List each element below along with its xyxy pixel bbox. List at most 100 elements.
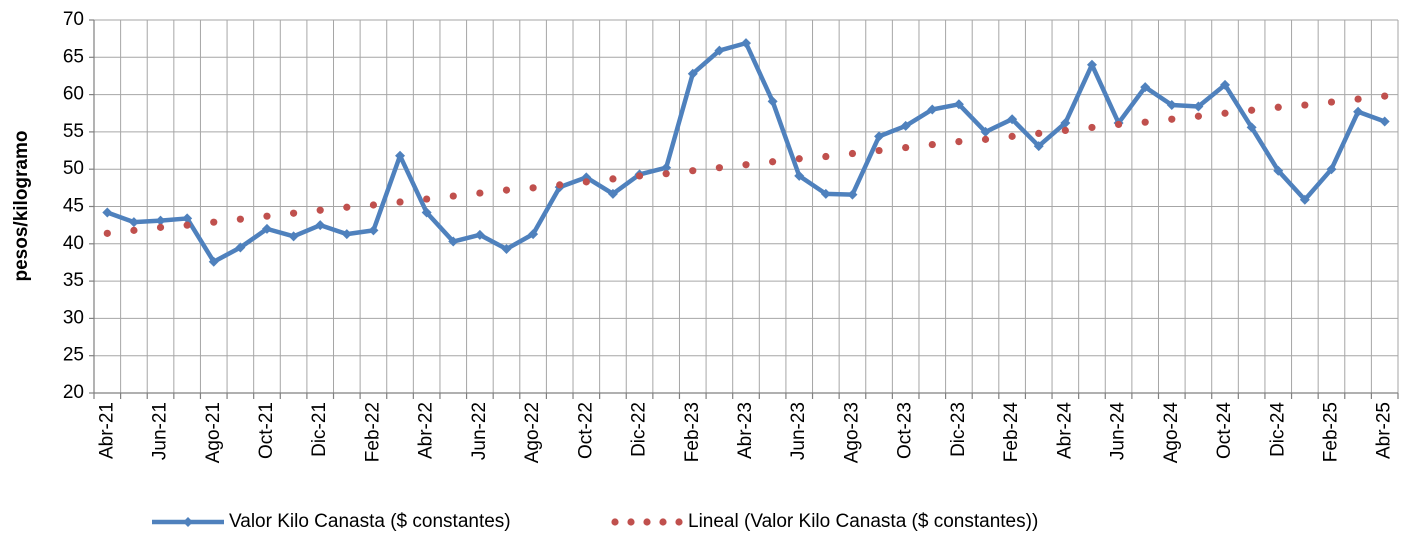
y-tick-label: 30 (63, 307, 84, 328)
point-marker (315, 220, 326, 231)
x-tick-label: Feb-24 (1001, 402, 1022, 463)
point-marker (741, 38, 751, 49)
x-tick-label: Dic-24 (1267, 402, 1288, 457)
trend-dot (529, 184, 537, 192)
trend-dot (955, 137, 963, 146)
trend-dot (502, 186, 511, 194)
trend-dot (795, 155, 803, 163)
point-marker (102, 207, 113, 218)
point-marker (261, 223, 272, 234)
x-tick-label: Abr-23 (735, 402, 756, 459)
point-marker (155, 215, 166, 226)
legend-marker (643, 518, 651, 526)
x-tick-label: Ago-24 (1161, 402, 1182, 464)
trend-dot (1008, 132, 1016, 140)
trend-dot (928, 140, 936, 149)
trend-dot (1088, 123, 1096, 132)
x-tick-label: Jun-24 (1108, 402, 1129, 461)
trend-dot (1301, 101, 1309, 109)
trend-dot (635, 172, 644, 180)
legend-marker (675, 518, 683, 526)
trend-dot (981, 135, 990, 143)
trend-dot (343, 203, 351, 211)
y-tick-label: 50 (63, 158, 84, 179)
trend-dot (236, 215, 244, 223)
trend-dot (689, 167, 697, 175)
point-marker (1220, 79, 1231, 90)
y-tick-label: 70 (63, 9, 84, 30)
point-marker (1299, 194, 1310, 205)
y-tick-label: 20 (63, 382, 84, 403)
y-tick-label: 45 (63, 196, 84, 217)
point-marker (368, 225, 379, 236)
trend-dot (742, 161, 750, 169)
trend-dot (609, 175, 617, 183)
trend-dot (1194, 112, 1203, 120)
point-marker (395, 150, 406, 161)
point-marker (341, 229, 352, 240)
x-tick-label: Abr-25 (1374, 402, 1395, 459)
trend-dot (1327, 98, 1336, 106)
trend-dot (875, 146, 883, 155)
x-tick-label: Feb-25 (1320, 402, 1341, 462)
point-marker (474, 229, 485, 240)
trend-dot (848, 149, 857, 158)
x-tick-label: Oct-23 (895, 402, 916, 459)
trend-dot (662, 170, 670, 178)
x-tick-label: Ago-22 (522, 402, 543, 463)
y-tick-label: 40 (63, 233, 84, 254)
trend-dot (263, 212, 271, 220)
point-marker (980, 126, 991, 137)
trend-dot (1221, 109, 1229, 117)
point-marker (1060, 117, 1071, 128)
trend-dot (130, 226, 138, 234)
trend-dot (210, 218, 218, 226)
point-marker (794, 170, 805, 181)
x-tick-label: Feb-22 (362, 402, 383, 462)
legend-marker (611, 518, 619, 526)
trend-dot (183, 221, 191, 229)
point-marker (820, 188, 831, 199)
series-line (106, 40, 1386, 264)
point-marker (421, 207, 432, 218)
trend-dot (556, 181, 564, 189)
point-marker (1086, 59, 1097, 70)
x-tick-label: Oct-21 (256, 402, 277, 459)
point-marker (182, 213, 193, 224)
trend-dot (289, 209, 298, 217)
x-tick-label: Ago-21 (203, 402, 224, 463)
trend-dot (1035, 129, 1043, 137)
trend-dot (1114, 120, 1123, 129)
x-tick-label: Dic-23 (948, 402, 969, 457)
point-marker (288, 231, 299, 242)
y-tick-label: 25 (63, 345, 84, 366)
point-marker (874, 131, 885, 142)
point-marker (1033, 141, 1044, 152)
trend-dot (369, 201, 378, 209)
x-tick-label: Ago-23 (841, 402, 862, 463)
x-tick-label: Jun-22 (469, 402, 490, 460)
trend-dot (316, 206, 324, 214)
x-tick-label: Jun-21 (150, 402, 171, 460)
trend-dot (1061, 126, 1069, 135)
point-marker (607, 188, 618, 199)
point-marker (1140, 82, 1151, 93)
point-marker (767, 96, 778, 107)
legend-label: Valor Kilo Canasta ($ constantes) (229, 511, 511, 532)
trend-dot (449, 192, 457, 200)
trend-dot (769, 158, 777, 166)
trend-dot (396, 198, 404, 206)
trend-dot (156, 223, 165, 231)
trend-dot (423, 195, 431, 203)
x-tick-label: Oct-22 (575, 402, 596, 459)
legend-marker (183, 517, 193, 527)
trend-dot (902, 143, 910, 152)
y-tick-label: 55 (63, 121, 84, 142)
trend-dot (476, 189, 484, 197)
trend-dot (1248, 106, 1256, 114)
point-marker (900, 120, 911, 131)
x-tick-label: Abr-21 (96, 402, 117, 459)
trend-dot (1274, 103, 1282, 111)
trend-dot (1141, 118, 1149, 126)
